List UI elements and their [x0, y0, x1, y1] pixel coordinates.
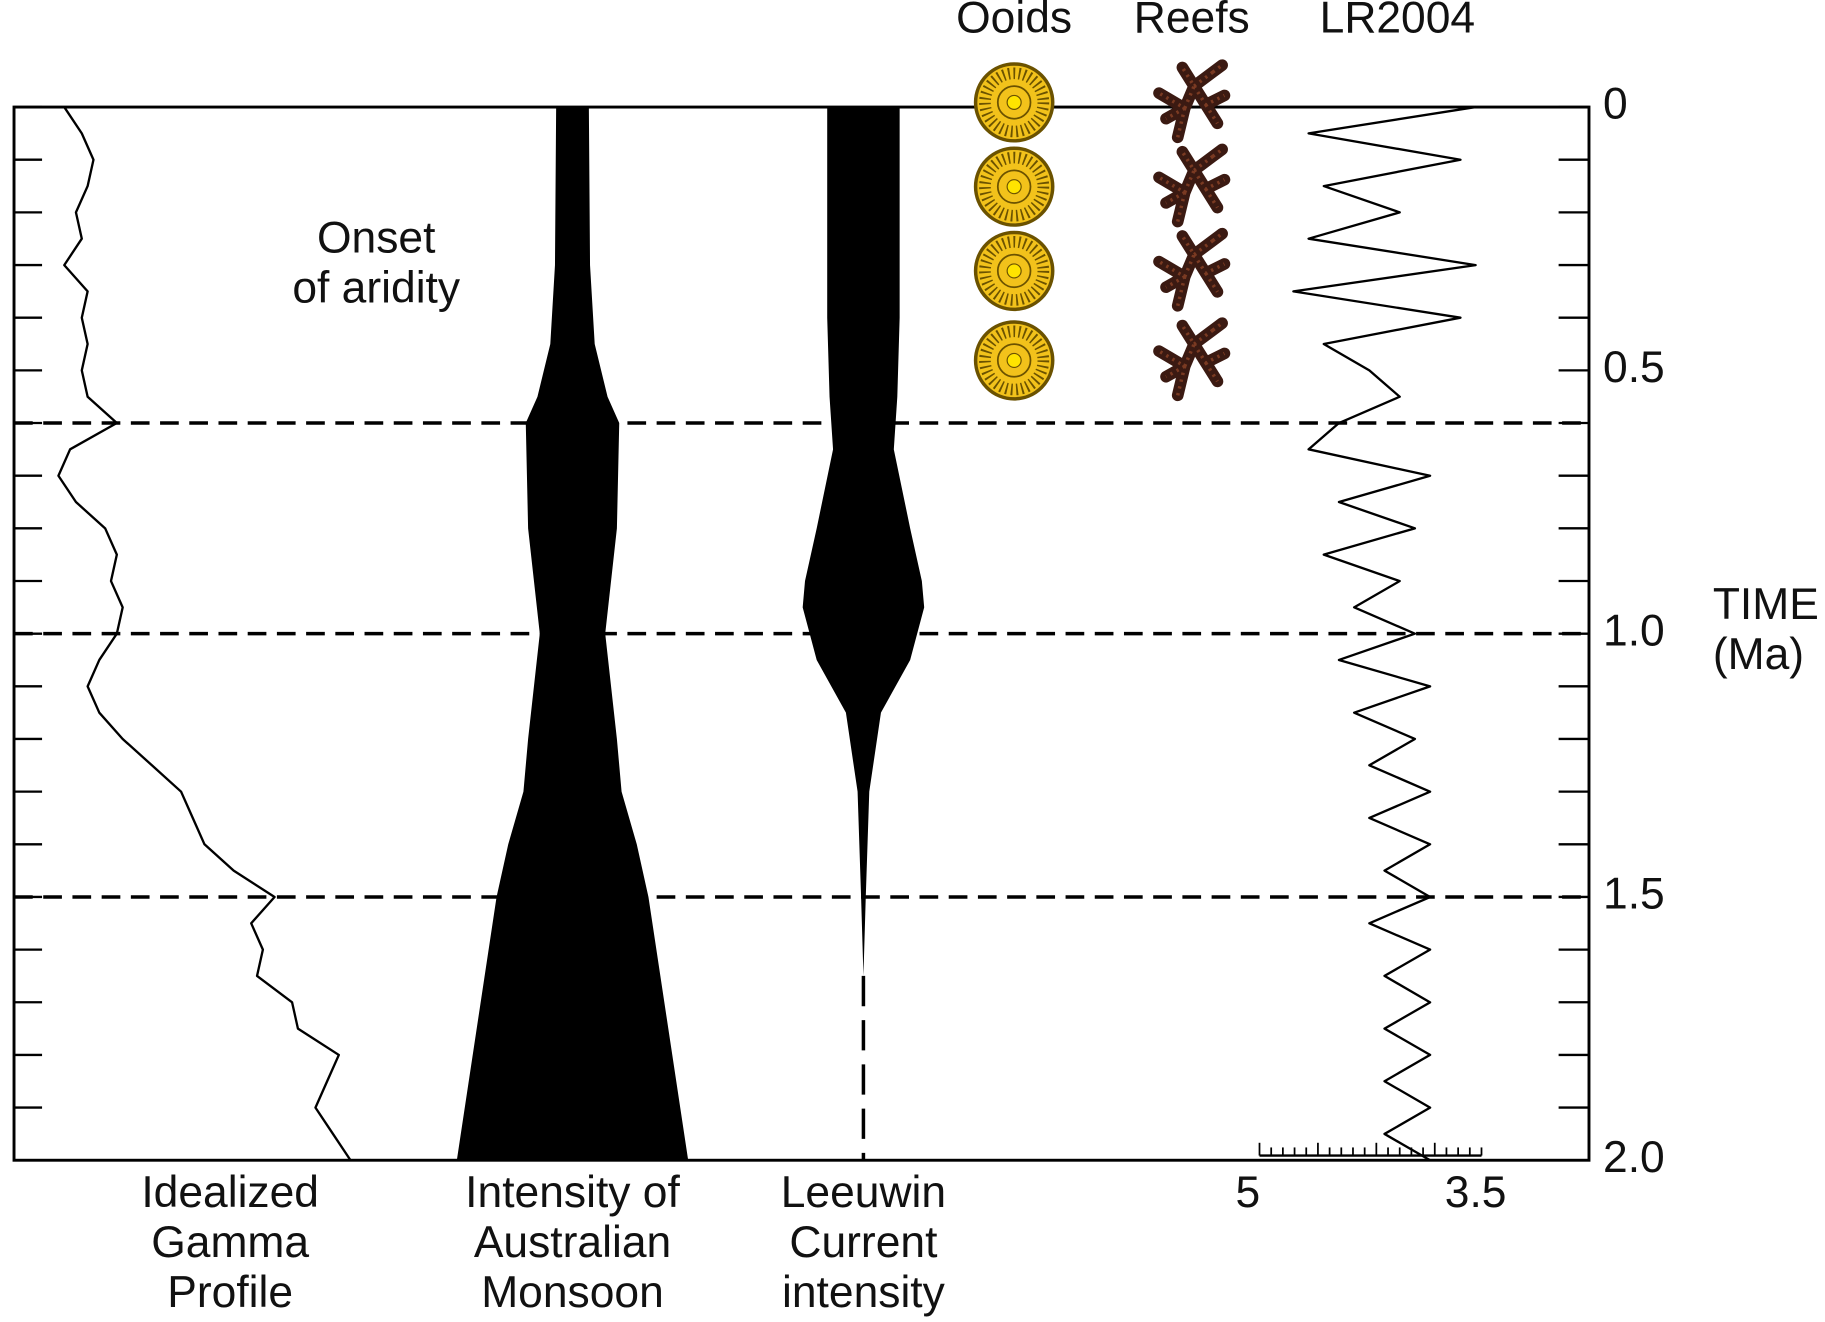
ooid-icon	[973, 62, 1055, 143]
ooid-ring	[996, 253, 1032, 289]
reef-branches	[1153, 143, 1231, 228]
reef-icon	[1153, 59, 1231, 144]
y-axis-label: (Ma)	[1713, 630, 1804, 679]
annotation: of aridity	[292, 264, 461, 313]
panel-label: Gamma	[151, 1218, 309, 1267]
y-axis-label: TIME	[1713, 580, 1819, 629]
ooid-core	[1006, 94, 1022, 110]
annotation: Onset	[317, 214, 435, 263]
y-tick-label: 0	[1603, 80, 1628, 129]
reef-texture	[1158, 148, 1226, 222]
reef-branches	[1153, 227, 1231, 312]
reef-icon	[1153, 227, 1231, 312]
ooid-core	[1006, 179, 1022, 195]
panel-title: Reefs	[1134, 0, 1250, 43]
panel-label: Profile	[167, 1268, 293, 1317]
panel-title: LR2004	[1320, 0, 1475, 43]
ooid-rings	[979, 325, 1050, 396]
panel-label: intensity	[782, 1268, 946, 1317]
panel-label: Leeuwin	[781, 1168, 946, 1217]
panel-title: Ooids	[956, 0, 1072, 43]
ooid-icon	[973, 320, 1055, 401]
y-tick-label: 1.0	[1603, 606, 1665, 655]
reef-texture	[1158, 232, 1226, 307]
ooid-ring	[996, 169, 1032, 204]
y-tick-label: 0.5	[1603, 343, 1665, 392]
panel-label: Monsoon	[481, 1268, 664, 1317]
x-tick-label: 3.5	[1445, 1168, 1507, 1217]
panel-label: Current	[789, 1218, 937, 1267]
ooid-rings	[979, 236, 1050, 306]
panel-label: Australian	[474, 1218, 671, 1267]
profile-line	[1292, 105, 1477, 1162]
reef-icon	[1153, 317, 1231, 402]
y-tick-label: 2.0	[1603, 1133, 1665, 1182]
ooid-ring	[996, 85, 1032, 120]
ooid-core	[1006, 263, 1022, 279]
ooid-icon	[973, 230, 1055, 312]
ooid-icon	[973, 146, 1055, 227]
panel-label: Intensity of	[465, 1168, 680, 1217]
reef-icon	[1153, 143, 1231, 228]
ooid-rings	[979, 67, 1050, 138]
reef-texture	[1158, 63, 1226, 138]
ooid-ring	[996, 343, 1032, 378]
y-tick-label: 1.5	[1603, 870, 1665, 919]
reef-branches	[1153, 59, 1231, 144]
panel-label: Idealized	[141, 1168, 319, 1217]
ooid-core	[1006, 352, 1022, 369]
reef-texture	[1158, 321, 1226, 396]
reef-branches	[1153, 317, 1231, 402]
ooid-rings	[979, 151, 1050, 222]
intensity-shape	[802, 107, 925, 976]
x-tick-label: 5	[1235, 1168, 1260, 1217]
